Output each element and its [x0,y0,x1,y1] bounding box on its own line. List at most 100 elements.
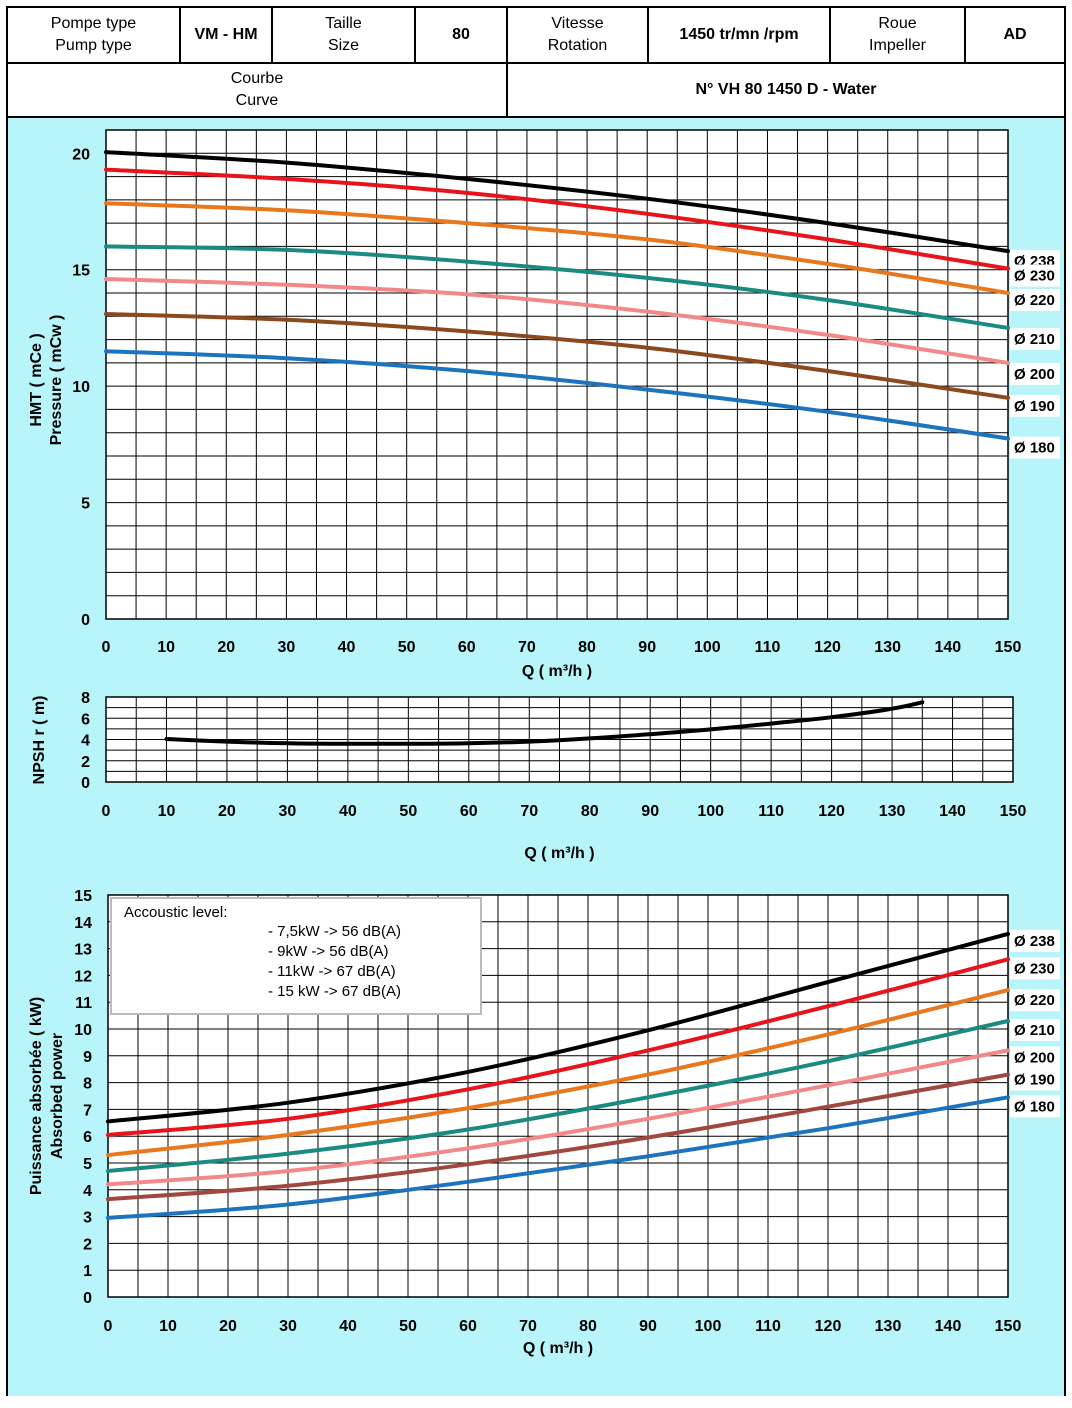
hmt-x-tick-label: 90 [638,639,656,656]
pow-x-tick-label: 20 [219,1318,237,1335]
hmt-series-line [104,277,1010,365]
hmt-y-axis-label-2: Pressure ( mCw ) [48,315,65,446]
npsh-y-tick-label: 2 [81,754,90,771]
acoustic-note-line: - 11kW -> 67 dB(A) [268,963,396,980]
hmt-series-label: Ø 190 [1014,398,1055,415]
npsh-x-tick-label: 20 [218,803,236,820]
hmt-x-tick-label: 40 [338,639,356,656]
hmt-y-tick-label: 5 [81,496,90,513]
npsh-x-tick-label: 130 [879,803,906,820]
hmt-series-label: Ø 210 [1014,331,1055,348]
acoustic-note-line: - 9kW -> 56 dB(A) [268,943,388,960]
hmt-x-tick-label: 50 [398,639,416,656]
hmt-series-label: Ø 180 [1014,440,1055,457]
pow-y-tick-label: 14 [74,915,92,932]
acoustic-note-title: Accoustic level: [124,904,227,921]
npsh-x-tick-label: 90 [641,803,659,820]
pow-y-tick-label: 2 [83,1236,92,1253]
impeller-en: Impeller [869,37,926,54]
curve-value-text: N° VH 80 1450 D - Water [695,81,877,99]
acoustic-note-line: - 7,5kW -> 56 dB(A) [268,923,401,940]
hmt-series-label-bg [1010,289,1060,311]
pow-x-tick-label: 110 [755,1318,781,1335]
hmt-x-tick-label: 70 [518,639,536,656]
hmt-x-tick-label: 100 [694,639,721,656]
power-chart: 0 10 20 30 40 50 60 70 80 90 100 110 120 130 140 150012… [28,888,1060,1357]
npsh-y-tick-label: 4 [81,733,90,750]
pow-series-label-bg [1010,989,1060,1012]
pow-y-tick-label: 6 [83,1129,92,1146]
pow-series-line [106,931,1010,1124]
pow-series-line [106,1048,1010,1187]
size-fr: Taille [325,15,362,33]
pow-y-tick-label: 5 [83,1156,92,1173]
pow-x-tick-label: 130 [875,1318,902,1335]
hmt-y-tick-label: 15 [72,263,90,280]
npsh-x-tick-label: 30 [279,803,297,820]
speed-label: Vitesse Rotation [506,6,649,64]
header-table: Pompe type Pump type VM - HM Taille Size 8… [6,6,1066,118]
hmt-x-tick-label: 10 [157,639,175,656]
pow-series-label-bg [1010,929,1060,952]
hmt-x-tick-label: 140 [935,639,962,656]
pow-x-tick-label: 120 [815,1318,842,1335]
pow-series-label: Ø 238 [1014,933,1055,950]
pow-series-label-bg [1010,1018,1060,1041]
pow-series-line [106,988,1010,1157]
hmt-x-tick-label: 30 [278,639,296,656]
acoustic-note-box [110,897,482,1015]
npsh-x-tick-label: 60 [460,803,478,820]
hmt-series-label-bg [1010,327,1060,350]
hmt-x-tick-label: 0 [102,639,111,656]
pow-y-axis-label-1: Puissance absorbée ( kW) [28,997,45,1195]
impeller-fr: Roue [878,15,917,33]
npsh-x-tick-label: 140 [939,803,966,820]
npsh-y-tick-label: 6 [81,711,90,728]
pow-series-label: Ø 200 [1014,1049,1055,1066]
npsh-x-tick-label: 40 [339,803,357,820]
pow-series-label: Ø 180 [1014,1098,1055,1115]
hmt-x-tick-label: 150 [995,639,1022,656]
npsh-x-tick-label: 120 [818,803,845,820]
impeller-value: AD [964,6,1066,64]
pow-x-tick-label: 140 [935,1318,962,1335]
npsh-x-tick-label: 100 [697,803,724,820]
hmt-series-line [104,201,1010,295]
hmt-plot-border [105,129,1009,620]
pow-y-tick-label: 3 [83,1210,92,1227]
pow-y-tick-label: 13 [74,942,92,959]
pow-y-tick-label: 4 [83,1183,92,1200]
acoustic-note-line: - 15 kW -> 67 dB(A) [268,983,401,1000]
pow-series-label: Ø 230 [1014,960,1055,977]
pow-x-tick-label: 0 [104,1318,113,1335]
pow-series-label-bg [1010,1095,1060,1118]
npsh-series-line [164,700,925,746]
hmt-series-line [104,167,1010,271]
npsh-x-tick-label: 70 [520,803,538,820]
pow-y-tick-label: 10 [74,1022,92,1039]
hmt-series-label-bg [1010,394,1060,417]
npsh-y-tick-label: 0 [81,775,90,792]
hmt-chart: 0 10 20 30 40 50 60 70 80 90 100 110 120 130 140 150 0 5 1… [28,129,1060,680]
hmt-x-tick-label: 120 [814,639,841,656]
npsh-chart: 0 10 20 30 40 50 60 70 80 90 100 110 120 130 140 150 0 2 4… [31,690,1026,862]
pow-series-line [106,957,1010,1137]
hmt-series-label-bg [1010,264,1060,287]
pow-series-label-bg [1010,1068,1060,1091]
npsh-y-axis-label-1: NPSH r ( m) [31,696,48,785]
npsh-plot-border [105,696,1014,783]
pow-series-label: Ø 190 [1014,1072,1055,1089]
npsh-x-tick-label: 80 [581,803,599,820]
pow-x-tick-label: 30 [279,1318,297,1335]
hmt-x-tick-label: 20 [217,639,235,656]
pow-x-tick-label: 90 [639,1318,657,1335]
size-en: Size [327,37,360,54]
hmt-series-label: Ø 200 [1014,366,1055,383]
pow-x-tick-label: 10 [159,1318,177,1335]
curve-value: N° VH 80 1450 D - Water [506,62,1066,118]
hmt-series-label-bg [1010,362,1060,385]
pow-x-axis-label: Q ( m³/h ) [523,1340,593,1357]
pump-type-en: Pump type [55,37,132,54]
pow-y-axis-label-2: Absorbed power [49,1033,66,1159]
